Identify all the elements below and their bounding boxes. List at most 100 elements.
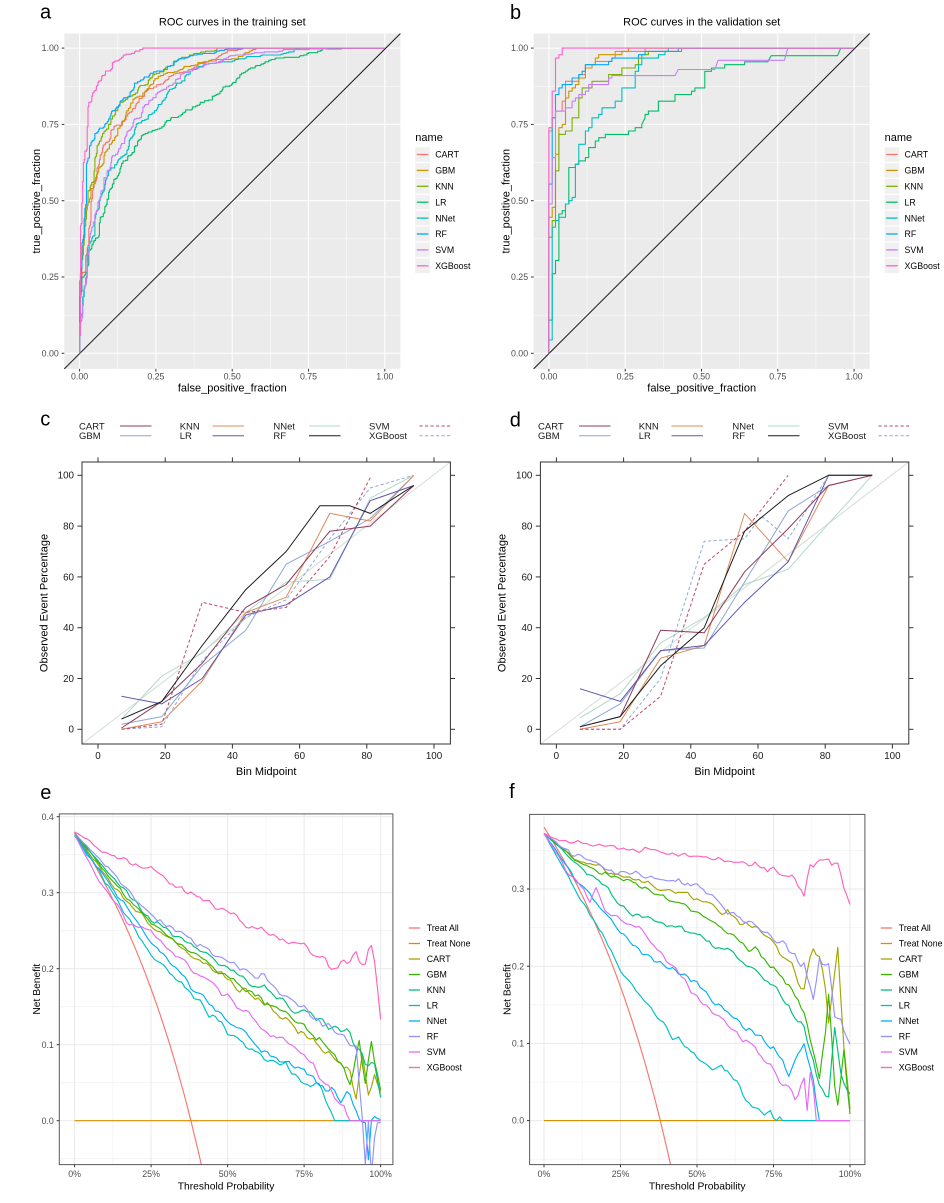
svg-text:20: 20 [63,674,74,685]
svg-text:0%: 0% [538,1169,551,1179]
svg-text:name: name [885,132,913,144]
svg-text:1.00: 1.00 [376,371,393,381]
svg-text:KNN: KNN [639,421,659,432]
svg-text:60: 60 [753,751,764,762]
svg-text:NNet: NNet [905,213,926,223]
svg-text:NNet: NNet [899,1016,920,1026]
svg-text:SVM: SVM [828,421,849,432]
svg-text:0.00: 0.00 [511,348,528,358]
svg-text:XGBoost: XGBoost [369,431,407,442]
svg-text:Observed Event Percentage: Observed Event Percentage [38,534,50,672]
svg-text:100%: 100% [369,1169,392,1179]
svg-text:20: 20 [160,751,171,762]
svg-text:LR: LR [435,197,446,207]
svg-text:SVM: SVM [905,245,924,255]
svg-text:0.00: 0.00 [71,371,88,381]
svg-text:75%: 75% [765,1169,783,1179]
svg-text:Threshold Probability: Threshold Probability [178,1181,276,1192]
svg-text:Treat All: Treat All [899,923,931,933]
svg-text:0.4: 0.4 [42,812,54,822]
svg-text:75%: 75% [295,1169,313,1179]
svg-text:25%: 25% [142,1169,160,1179]
svg-text:80: 80 [361,751,372,762]
svg-text:false_positive_fraction: false_positive_fraction [178,383,287,395]
svg-text:XGBoost: XGBoost [435,261,471,271]
svg-text:0.2: 0.2 [42,964,54,974]
svg-text:100: 100 [884,751,901,762]
svg-text:1.00: 1.00 [511,43,528,53]
svg-text:GBM: GBM [79,431,101,442]
svg-text:0.25: 0.25 [617,371,634,381]
svg-text:KNN: KNN [905,182,924,192]
svg-text:0.1: 0.1 [512,1039,524,1049]
svg-text:60: 60 [294,751,305,762]
svg-text:RF: RF [435,229,447,239]
svg-text:RF: RF [427,1032,439,1042]
svg-text:true_positive_fraction: true_positive_fraction [31,149,43,254]
svg-text:SVM: SVM [435,245,454,255]
svg-text:50%: 50% [219,1169,237,1179]
svg-text:40: 40 [63,623,74,634]
svg-text:Treat All: Treat All [427,923,459,933]
svg-text:0%: 0% [68,1169,81,1179]
svg-text:50%: 50% [688,1169,706,1179]
svg-text:0.3: 0.3 [512,884,524,894]
svg-text:LR: LR [905,197,916,207]
svg-text:XGBoost: XGBoost [427,1063,463,1073]
svg-text:0: 0 [69,725,75,736]
svg-text:60: 60 [521,572,532,583]
svg-text:0.50: 0.50 [693,371,710,381]
svg-text:0.75: 0.75 [769,371,786,381]
svg-text:Threshold Probability: Threshold Probability [649,1181,747,1192]
svg-text:0.25: 0.25 [511,272,528,282]
svg-text:KNN: KNN [427,985,446,995]
svg-text:Bin Midpoint: Bin Midpoint [694,766,755,778]
svg-text:XGBoost: XGBoost [899,1063,935,1073]
svg-text:c: c [40,408,50,430]
svg-text:KNN: KNN [899,985,918,995]
svg-text:Net Benefit: Net Benefit [32,964,43,1015]
svg-text:0.0: 0.0 [42,1116,54,1126]
svg-text:1.00: 1.00 [42,43,59,53]
svg-text:100: 100 [426,751,443,762]
svg-text:20: 20 [618,751,629,762]
svg-text:f: f [509,781,515,803]
svg-text:e: e [40,782,51,804]
svg-text:GBM: GBM [905,166,925,176]
svg-text:RF: RF [732,431,745,442]
svg-text:RF: RF [273,431,286,442]
svg-text:80: 80 [63,522,74,533]
svg-text:XGBoost: XGBoost [905,261,941,271]
svg-text:CART: CART [899,954,923,964]
svg-text:CART: CART [435,150,459,160]
svg-text:60: 60 [63,572,74,583]
svg-text:25%: 25% [612,1169,630,1179]
svg-text:CART: CART [538,421,564,432]
svg-text:0.1: 0.1 [42,1040,54,1050]
svg-text:LR: LR [899,1001,910,1011]
svg-text:SVM: SVM [369,421,390,432]
svg-text:CART: CART [79,421,105,432]
svg-text:GBM: GBM [427,970,447,980]
svg-text:LR: LR [639,431,651,442]
svg-text:0: 0 [554,751,560,762]
svg-text:false_positive_fraction: false_positive_fraction [647,383,756,395]
svg-text:100: 100 [58,471,75,482]
svg-text:KNN: KNN [180,421,200,432]
svg-text:b: b [510,2,521,24]
svg-text:0.3: 0.3 [42,888,54,898]
svg-text:0: 0 [527,725,533,736]
svg-text:NNet: NNet [435,213,456,223]
svg-text:80: 80 [820,751,831,762]
svg-text:LR: LR [427,1001,438,1011]
svg-text:100%: 100% [839,1169,862,1179]
svg-text:ROC curves in the validation s: ROC curves in the validation set [623,17,780,29]
svg-text:SVM: SVM [899,1047,918,1057]
svg-text:CART: CART [427,954,451,964]
svg-text:0.2: 0.2 [512,961,524,971]
svg-text:0.00: 0.00 [540,371,557,381]
svg-text:Treat None: Treat None [899,939,943,949]
svg-text:NNet: NNet [732,421,754,432]
svg-text:true_positive_fraction: true_positive_fraction [500,149,512,254]
svg-text:1.00: 1.00 [846,371,863,381]
